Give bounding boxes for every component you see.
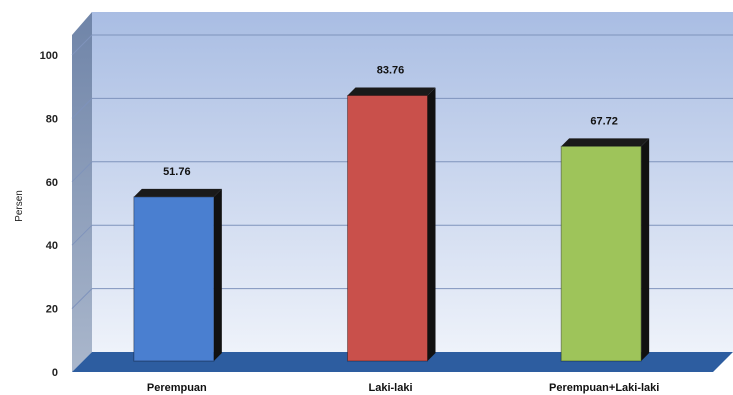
y-tick-label: 60 (46, 177, 58, 189)
y-axis: 0 20 40 60 80 100 (40, 50, 58, 379)
y-tick-label: 20 (46, 304, 58, 316)
bar-perempuan (133, 196, 215, 362)
bar-side (213, 188, 222, 361)
bar-side (641, 138, 650, 361)
value-label: 83.76 (377, 64, 405, 76)
bar-laki-laki (347, 94, 428, 362)
bar-perempuan-laki-laki (560, 145, 642, 362)
y-tick-label: 80 (46, 113, 58, 125)
chart-side-wall (72, 12, 92, 372)
bar-top (561, 138, 650, 147)
y-tick-label: 100 (40, 50, 58, 62)
gridline-side (71, 34, 93, 56)
gridline-side (71, 98, 93, 119)
bar-top (347, 87, 436, 96)
gridline-side (71, 224, 93, 246)
gridline-side (71, 288, 93, 309)
x-tick-label: Laki-laki (368, 382, 412, 394)
y-axis-title: Persen (14, 190, 25, 222)
y-tick-label: 0 (52, 367, 58, 379)
value-label: 51.76 (163, 166, 191, 178)
x-tick-label: Perempuan+Laki-laki (549, 382, 659, 394)
value-labels: 51.76 83.76 67.72 (163, 64, 618, 177)
bar-side (427, 87, 436, 361)
bar-top (133, 188, 222, 197)
x-tick-label: Perempuan (147, 382, 207, 394)
y-tick-label: 40 (46, 240, 58, 252)
x-axis: Perempuan Laki-laki Perempuan+Laki-laki (147, 382, 659, 394)
bars (133, 87, 650, 362)
gridline-side (71, 161, 93, 183)
value-label: 67.72 (590, 115, 618, 127)
